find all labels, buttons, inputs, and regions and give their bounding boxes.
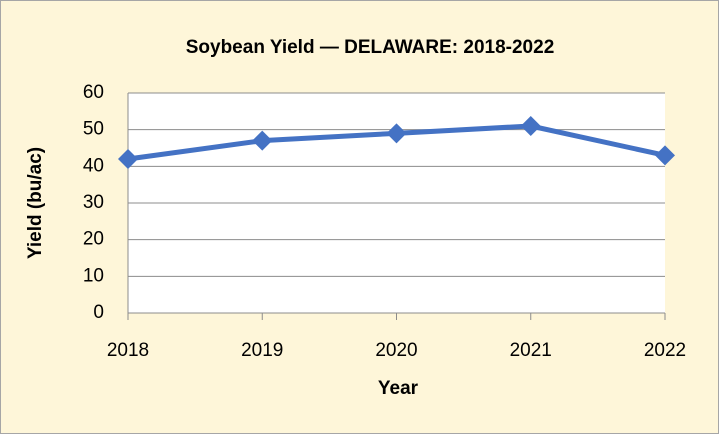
marker: [386, 123, 407, 144]
x-tick-label: 2018: [107, 340, 149, 361]
y-tick-label: 20: [83, 229, 104, 250]
x-tick-label: 2022: [644, 340, 686, 361]
x-tick-label: 2020: [375, 340, 417, 361]
y-tick-label: 50: [83, 119, 104, 140]
y-tick-label: 10: [83, 265, 104, 286]
x-tick-label: 2021: [510, 340, 552, 361]
y-tick-label: 60: [83, 82, 104, 103]
marker: [118, 149, 138, 169]
x-tick-label: 2019: [241, 340, 283, 361]
marker: [252, 130, 273, 151]
y-tick-label: 0: [93, 302, 104, 323]
y-tick-label: 30: [83, 192, 104, 213]
marker: [520, 116, 541, 136]
x-axis-title: Year: [378, 378, 419, 399]
chart-title: Soybean Yield — DELAWARE: 2018-2022: [186, 37, 555, 58]
y-axis-title: Yield (bu/ac): [25, 147, 46, 259]
marker: [655, 145, 675, 166]
y-tick-label: 40: [83, 155, 104, 176]
